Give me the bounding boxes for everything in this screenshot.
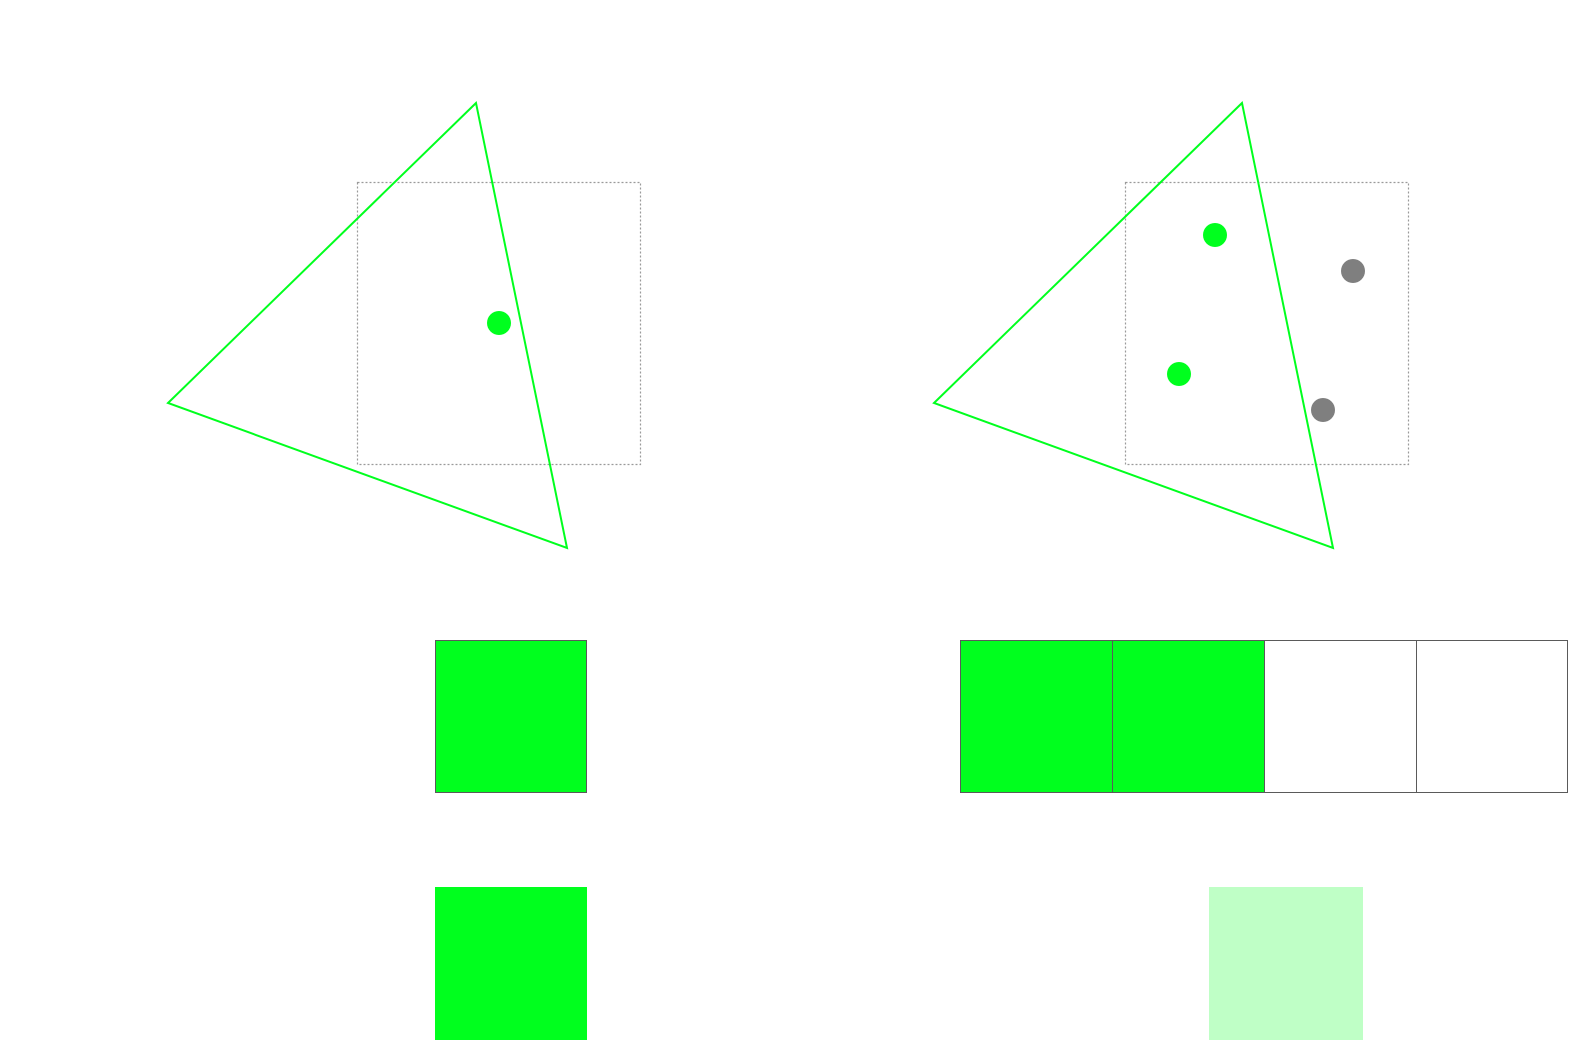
coverage-cell-4 (1416, 640, 1568, 793)
panel-four-samples (932, 101, 1568, 1040)
resolved-pixel (1209, 887, 1363, 1040)
panel-single-sample (166, 101, 642, 1040)
sample-point-uncovered (1341, 259, 1365, 283)
pixel-box (356, 181, 642, 466)
coverage-cell-3 (1264, 640, 1417, 793)
coverage-cell-1 (960, 640, 1113, 793)
sample-point-uncovered (1311, 398, 1335, 422)
coverage-cell-2 (1112, 640, 1265, 793)
sample-point-covered (1203, 223, 1227, 247)
triangle-outline (166, 101, 569, 550)
resolved-pixel (435, 887, 587, 1040)
pixel-box (1124, 181, 1410, 466)
triangle-outline (932, 101, 1335, 550)
coverage-cell (435, 640, 587, 793)
sample-point-covered (1167, 362, 1191, 386)
sample-point (487, 311, 511, 335)
